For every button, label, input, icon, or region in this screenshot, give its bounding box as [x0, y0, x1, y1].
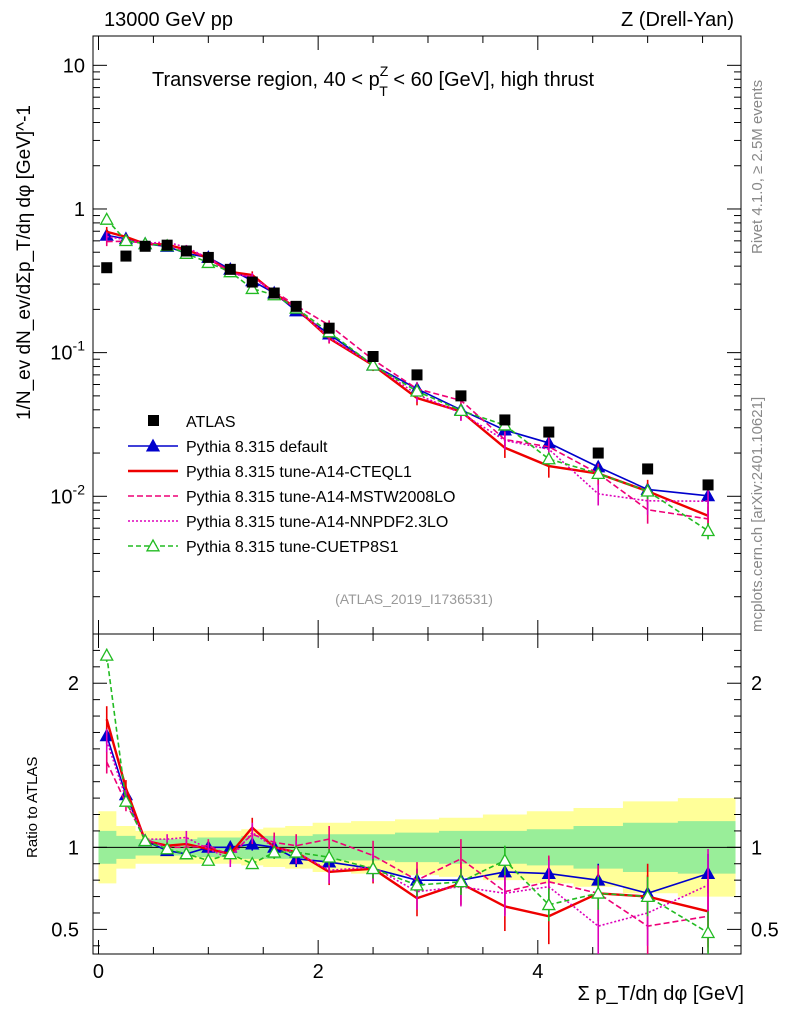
atlas-point	[592, 447, 604, 459]
x-tick-label: 0	[93, 961, 104, 983]
analysis-id: (ATLAS_2019_I1736531)	[335, 591, 493, 607]
ratio-marker	[160, 841, 175, 855]
series-marker	[640, 483, 655, 497]
series-marker	[99, 212, 114, 225]
atlas-point	[499, 414, 511, 426]
ratio-marker	[138, 833, 153, 847]
main-panel: 10-2 10-1 1 10	[50, 35, 742, 635]
ratio-marker	[409, 877, 425, 891]
ratio-marker	[118, 794, 134, 807]
atlas-point	[161, 239, 173, 251]
atlas-point	[642, 463, 654, 475]
ratio-marker	[179, 846, 194, 860]
atlas-point	[180, 245, 192, 257]
ratio-marker	[289, 844, 304, 858]
atlas-point	[246, 276, 258, 288]
x-axis-label: Σ p_T/dη dφ [GeV]	[577, 983, 744, 1005]
ratio-marker	[267, 844, 282, 858]
x-tick-label: 4	[532, 961, 543, 983]
atlas-point	[290, 300, 302, 312]
panel-title-sub: T	[379, 83, 388, 99]
series-marker	[700, 523, 716, 537]
x-tick-label: 2	[313, 961, 324, 983]
main-ylabel: 1/N_ev dN_ev/dΣp_T/dη dφ [GeV]^-1	[14, 105, 35, 420]
ratio-marker	[223, 846, 238, 860]
ratio-marker	[453, 874, 469, 888]
atlas-point	[455, 390, 467, 402]
series-line-3	[106, 235, 709, 503]
main-ticks: 10-2 10-1 1 10	[50, 36, 741, 634]
atlas-point	[202, 251, 214, 263]
ratio-tick-label: 2	[751, 673, 762, 695]
atlas-point	[411, 369, 423, 381]
atlas-point	[367, 350, 379, 362]
series-marker	[245, 281, 260, 295]
ratio-series	[99, 647, 716, 954]
y-tick-label: 1	[74, 199, 85, 221]
series-marker	[118, 233, 134, 247]
legend-label-atlas: ATLAS	[186, 414, 236, 431]
legend-label-4: Pythia 8.315 tune-CUETP8S1	[186, 539, 399, 556]
ratio-marker	[541, 897, 556, 911]
atlas-point	[101, 262, 113, 274]
panel-title-main: Transverse region, 40 < p	[152, 69, 380, 91]
ratio-marker	[201, 853, 216, 866]
series-marker	[409, 383, 425, 397]
y-tick-label: 10-2	[50, 481, 85, 508]
panel-title-tail: < 60 [GeV], high thrust	[388, 69, 595, 91]
series-marker	[365, 357, 381, 371]
atlas-point	[543, 426, 555, 438]
legend-label-0: Pythia 8.315 default	[186, 439, 328, 456]
ratio-marker	[245, 856, 260, 870]
ratio-tick-label: 0.5	[751, 919, 779, 941]
ratio-ticks: 0.5 0.5 1 1 2 2 0 2 4	[51, 634, 779, 983]
series-line-4	[106, 218, 709, 532]
ratio-marker	[322, 849, 337, 863]
atlas-point	[139, 240, 151, 252]
series-marker	[591, 466, 606, 479]
ratio-marker	[99, 647, 114, 661]
ratio-marker	[640, 889, 655, 903]
legend-label-2: Pythia 8.315 tune-A14-MSTW2008LO	[186, 489, 455, 506]
side-text-bottom: mcplots.cern.ch [arXiv:2401.10621]	[749, 397, 766, 632]
legend-marker-atlas	[148, 415, 159, 426]
ratio-tick-label: 2	[68, 673, 79, 695]
atlas-point	[323, 322, 335, 334]
legend-label-3: Pythia 8.315 tune-A14-NNPDF2.3LO	[186, 514, 448, 531]
ratio-tick-label: 1	[751, 837, 762, 859]
atlas-point	[224, 263, 236, 275]
series-marker	[541, 451, 556, 465]
legend-label-1: Pythia 8.315 tune-A14-CTEQL1	[186, 464, 412, 481]
series-line-0	[106, 234, 709, 497]
atlas-point	[268, 287, 280, 299]
legend-marker-4	[145, 538, 161, 552]
atlas-points	[101, 239, 714, 491]
legend-marker-0	[145, 438, 161, 452]
ratio-panel-frame	[92, 633, 742, 955]
ratio-tick-label: 1	[68, 837, 79, 859]
legend: ATLAS Pythia 8.315 default Pythia 8.315 tu…	[128, 414, 455, 556]
atlas-point	[702, 479, 714, 491]
panel-title-sup: Z	[380, 63, 389, 79]
y-tick-label: 10-1	[50, 338, 85, 365]
ratio-tick-label: 0.5	[51, 919, 79, 941]
y-tick-label: 10	[63, 55, 85, 77]
ratio-marker	[700, 925, 716, 939]
ratio-marker	[591, 885, 606, 899]
header-left: 13000 GeV pp	[104, 9, 233, 31]
atlas-point	[120, 250, 132, 262]
side-text-top: Rivet 4.1.0, ≥ 2.5M events	[749, 80, 766, 254]
ratio-marker	[365, 861, 381, 875]
ratio-panel: 0.5 0.5 1 1 2 2 0 2 4	[51, 633, 779, 983]
panel-title: Transverse region, 40 < pZ T < 60 [GeV], …	[152, 63, 595, 99]
ratio-marker	[497, 853, 512, 866]
header-right: Z (Drell-Yan)	[621, 9, 734, 31]
ratio-ylabel: Ratio to ATLAS	[24, 757, 41, 858]
series-marker	[453, 403, 469, 417]
